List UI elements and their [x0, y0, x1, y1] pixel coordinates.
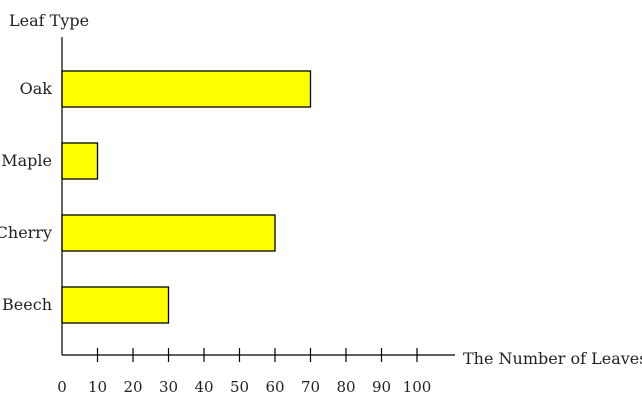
bar-cherry: [61, 214, 276, 252]
x-tick-label-50: 50: [230, 378, 249, 394]
x-tick-label-100: 100: [403, 378, 432, 394]
category-label-oak: Oak: [20, 79, 53, 98]
x-tick-label-60: 60: [265, 378, 284, 394]
bar-beech: [61, 286, 170, 324]
x-tick-label-90: 90: [372, 378, 391, 394]
x-axis-title: The Number of Leaves: [463, 349, 642, 368]
x-tick-label-70: 70: [301, 378, 320, 394]
x-tick-label-20: 20: [123, 378, 142, 394]
x-tick-label-0: 0: [57, 378, 67, 394]
category-label-cherry: Cherry: [0, 223, 52, 242]
x-tick-label-80: 80: [336, 378, 355, 394]
category-label-beech: Beech: [2, 295, 52, 314]
axes-group: [61, 37, 455, 356]
x-tick-label-40: 40: [194, 378, 213, 394]
bar-maple: [61, 142, 99, 180]
y-axis-title: Leaf Type: [9, 11, 89, 30]
x-tick-label-30: 30: [159, 378, 178, 394]
category-label-maple: Maple: [1, 151, 52, 170]
category-labels-group: Oak Maple Cherry Beech: [0, 79, 52, 314]
x-tick-label-10: 10: [88, 378, 107, 394]
x-ticks-group: 0 10 20 30 40 50 60 70 80 90 100: [57, 348, 432, 396]
bars-group: [61, 70, 312, 324]
bar-oak: [61, 70, 312, 108]
